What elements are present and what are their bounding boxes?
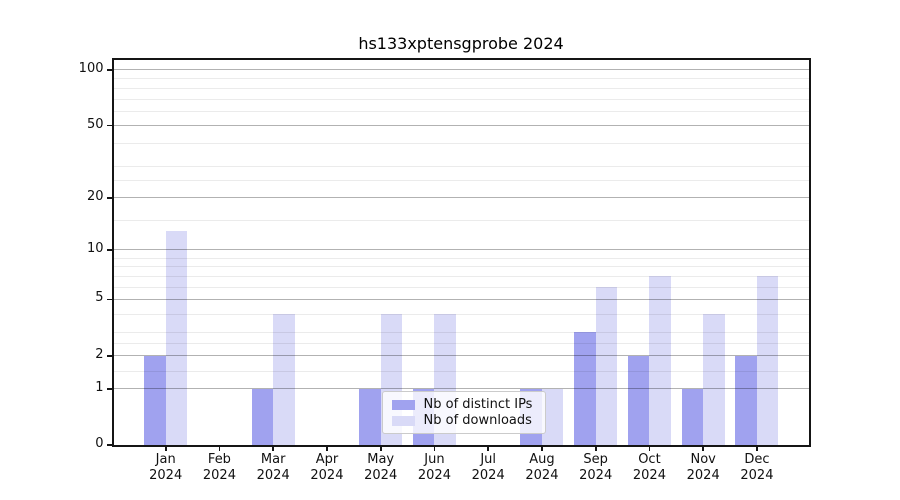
y-gridline-minor (113, 343, 809, 345)
y-gridline-minor (113, 257, 809, 259)
y-tick-label: 100 (78, 61, 104, 76)
y-tick-mark (107, 69, 114, 71)
y-tick-mark (107, 444, 114, 446)
x-tick-label: Mar 2024 (256, 452, 290, 483)
y-tick-label: 20 (86, 188, 104, 204)
legend-label-downloads: Nb of downloads (423, 413, 532, 428)
bar-downloads (273, 314, 295, 445)
x-tick-mark (487, 445, 490, 451)
y-gridline-major (113, 69, 809, 71)
y-tick-label: 10 (86, 241, 104, 257)
y-gridline-minor (113, 332, 809, 334)
y-gridline-minor (113, 78, 809, 80)
x-tick-mark (164, 445, 167, 451)
y-gridline-minor (113, 98, 809, 100)
x-tick-mark (326, 445, 328, 451)
y-tick-label: 5 (95, 290, 104, 306)
bar-downloads (649, 276, 671, 445)
y-tick-mark (107, 387, 114, 390)
y-tick-mark (107, 124, 114, 127)
x-tick-label: Jan 2024 (149, 452, 183, 483)
bar-distinct-ips (359, 388, 381, 445)
x-tick-label: Nov 2024 (686, 452, 720, 483)
y-gridline-minor (113, 266, 809, 268)
x-tick-label: Oct 2024 (632, 452, 666, 483)
x-tick-mark (433, 445, 436, 451)
bar-downloads (703, 314, 725, 445)
chart-title: hs133xptensgprobe 2024 (358, 34, 564, 53)
x-tick-label: Sep 2024 (579, 452, 613, 483)
y-gridline-minor (113, 110, 809, 112)
y-gridline-minor (113, 219, 809, 221)
x-tick-mark (702, 445, 705, 451)
y-tick-label: 1 (95, 379, 104, 395)
bar-downloads (541, 388, 564, 445)
legend-item-downloads: Nb of downloads (391, 413, 537, 428)
x-tick-label: Apr 2024 (310, 452, 344, 483)
bar-distinct-ips (144, 355, 166, 445)
y-tick-label: 2 (95, 346, 104, 362)
plot-area: Nb of distinct IPs Nb of downloads (113, 60, 809, 445)
bar-distinct-ips (627, 355, 650, 445)
y-tick-label: 50 (86, 116, 104, 132)
y-tick-label: 0 (95, 436, 104, 451)
x-tick-label: May 2024 (364, 452, 398, 483)
y-gridline-minor (113, 143, 809, 145)
bar-distinct-ips (251, 388, 274, 445)
y-gridline-minor (113, 370, 809, 372)
x-tick-mark (272, 445, 275, 451)
y-gridline-major (113, 249, 809, 251)
legend-label-distinct-ips: Nb of distinct IPs (423, 397, 533, 412)
bar-downloads (595, 286, 618, 445)
bar-distinct-ips (574, 332, 596, 445)
bar-distinct-ips (735, 355, 757, 445)
y-gridline-major (113, 196, 809, 198)
y-tick-mark (107, 298, 114, 301)
y-gridline-minor (113, 276, 809, 278)
x-tick-mark (541, 445, 543, 451)
y-tick-mark (107, 354, 114, 357)
bar-downloads (165, 230, 188, 445)
x-tick-mark (379, 445, 382, 451)
y-gridline-major (113, 298, 809, 300)
x-tick-label: Dec 2024 (740, 452, 774, 483)
legend: Nb of distinct IPs Nb of downloads (381, 391, 546, 434)
x-tick-mark (218, 445, 221, 451)
y-gridline-major (113, 355, 809, 357)
bar-downloads (756, 276, 779, 445)
x-tick-mark (756, 445, 758, 451)
y-gridline-minor (113, 87, 809, 89)
y-gridline-minor (113, 165, 809, 167)
x-tick-mark (648, 445, 651, 451)
y-tick-mark (107, 249, 114, 252)
x-tick-label: Aug 2024 (525, 452, 559, 483)
legend-swatch-downloads (391, 415, 415, 426)
y-tick-mark (107, 196, 114, 199)
y-gridline-minor (113, 180, 809, 182)
y-gridline-major (113, 387, 809, 389)
y-gridline-minor (113, 286, 809, 288)
legend-item-distinct-ips: Nb of distinct IPs (391, 397, 537, 412)
legend-swatch-distinct-ips (391, 399, 415, 410)
x-tick-label: Feb 2024 (202, 452, 236, 483)
x-tick-label: Jul 2024 (471, 452, 505, 483)
y-gridline-minor (113, 314, 809, 316)
x-tick-label: Jun 2024 (417, 452, 451, 483)
x-tick-mark (594, 445, 597, 451)
bar-distinct-ips (681, 388, 704, 445)
y-gridline-major (113, 124, 809, 126)
